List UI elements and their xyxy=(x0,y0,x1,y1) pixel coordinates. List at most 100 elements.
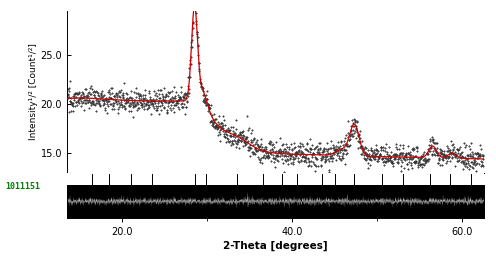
Point xyxy=(404,151,412,155)
Point xyxy=(126,104,134,108)
Point xyxy=(259,155,267,159)
Point xyxy=(128,98,136,102)
Point xyxy=(469,152,477,156)
Point xyxy=(282,142,290,147)
Point xyxy=(370,150,378,154)
Point xyxy=(413,159,421,163)
Point xyxy=(249,151,257,156)
Point xyxy=(236,135,244,139)
Point xyxy=(292,150,300,154)
Point xyxy=(326,154,334,158)
Point xyxy=(68,109,76,113)
Point xyxy=(202,93,210,97)
Point xyxy=(109,103,117,107)
Point xyxy=(346,133,354,137)
Point xyxy=(303,142,310,146)
Point xyxy=(342,148,350,152)
Point xyxy=(150,106,158,111)
Point xyxy=(220,131,228,136)
Point xyxy=(439,156,447,160)
Point xyxy=(340,147,348,151)
Point xyxy=(403,162,411,166)
Point xyxy=(440,154,448,158)
Point xyxy=(291,153,299,157)
Point xyxy=(439,158,447,162)
Point xyxy=(479,164,487,168)
Point xyxy=(330,144,338,149)
Point xyxy=(384,158,392,162)
Point xyxy=(225,140,233,144)
Point xyxy=(305,159,312,163)
Point xyxy=(72,99,80,104)
Point xyxy=(271,150,279,154)
Point xyxy=(394,161,402,165)
Point xyxy=(254,155,262,159)
Point xyxy=(220,134,228,138)
Point xyxy=(332,144,340,148)
Point xyxy=(237,139,245,143)
Point xyxy=(328,153,336,157)
Point xyxy=(207,119,215,123)
Point xyxy=(422,158,430,162)
Point xyxy=(281,158,289,163)
Point xyxy=(406,153,414,157)
Point xyxy=(290,146,298,150)
Point xyxy=(196,80,204,84)
Point xyxy=(65,110,73,114)
Point xyxy=(435,158,443,162)
Point xyxy=(279,142,287,146)
Point xyxy=(473,161,481,165)
Point xyxy=(125,103,133,108)
Point xyxy=(162,93,170,97)
Point xyxy=(456,155,464,159)
Point xyxy=(231,139,239,143)
Point xyxy=(122,91,130,96)
Point xyxy=(306,137,314,141)
Point xyxy=(461,155,469,159)
Point xyxy=(109,104,117,108)
Point xyxy=(259,148,267,152)
Point xyxy=(242,137,250,141)
Point xyxy=(242,142,249,147)
Point xyxy=(377,146,385,151)
Point xyxy=(286,156,294,160)
Point xyxy=(171,96,179,100)
Point xyxy=(84,100,92,104)
Point xyxy=(183,91,191,95)
Point xyxy=(255,148,263,152)
Point xyxy=(189,20,197,25)
Point xyxy=(417,162,425,166)
Point xyxy=(166,106,174,110)
Point xyxy=(260,149,268,153)
Point xyxy=(90,92,98,97)
Point xyxy=(169,106,177,110)
Point xyxy=(366,163,374,167)
Point xyxy=(81,98,89,103)
Point xyxy=(227,134,235,138)
Point xyxy=(234,137,242,141)
Point xyxy=(441,155,449,159)
Point xyxy=(125,109,133,113)
Point xyxy=(146,97,154,101)
Point xyxy=(342,152,350,156)
Point xyxy=(352,127,360,131)
Point xyxy=(272,153,280,157)
Point xyxy=(446,159,454,163)
Point xyxy=(99,103,107,107)
Point xyxy=(155,99,163,103)
Point xyxy=(154,101,162,105)
Point xyxy=(367,158,375,163)
Point xyxy=(365,152,373,156)
Point xyxy=(476,154,484,158)
Point xyxy=(291,155,299,160)
Point xyxy=(419,154,427,158)
Point xyxy=(245,148,252,152)
Point xyxy=(400,156,408,161)
Point xyxy=(124,98,131,102)
Point xyxy=(76,96,84,100)
Point xyxy=(436,163,444,167)
Point xyxy=(251,147,259,152)
Point xyxy=(304,157,311,161)
Point xyxy=(420,163,428,168)
Point xyxy=(85,98,93,102)
